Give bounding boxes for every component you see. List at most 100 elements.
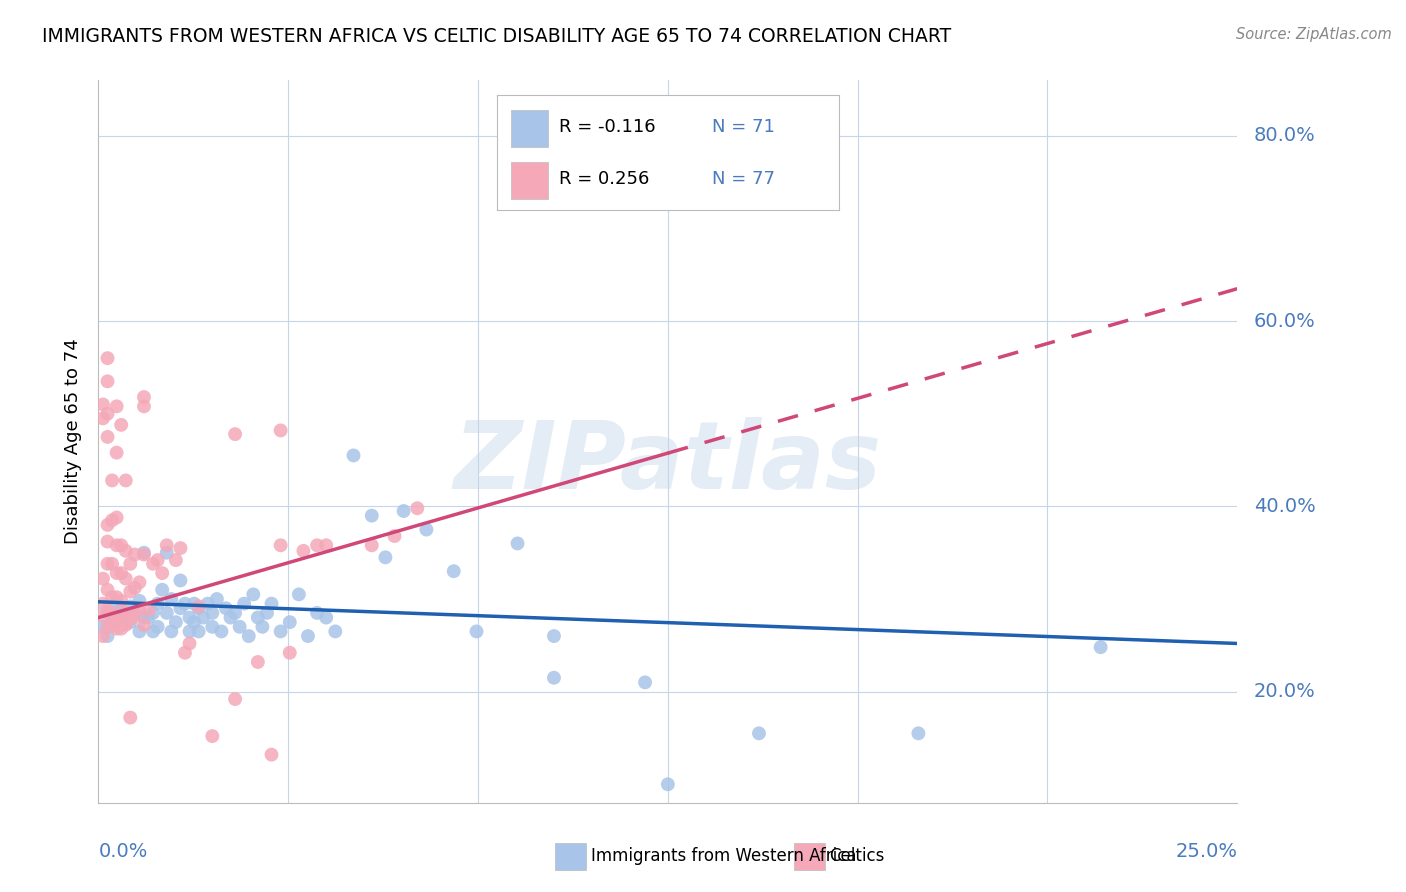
Point	[278, 646, 301, 660]
Point	[169, 541, 191, 555]
Point	[110, 566, 132, 580]
Point	[110, 594, 132, 608]
Point	[165, 553, 187, 567]
Point	[101, 606, 124, 620]
Point	[105, 538, 128, 552]
Point	[169, 601, 191, 615]
Point	[270, 538, 292, 552]
Point	[246, 655, 269, 669]
Point	[101, 615, 124, 630]
Point	[105, 622, 128, 636]
Point	[228, 620, 250, 634]
Point	[96, 351, 118, 366]
Point	[120, 615, 142, 630]
Point	[307, 606, 329, 620]
Point	[543, 671, 565, 685]
Text: Immigrants from Western Africa: Immigrants from Western Africa	[591, 847, 856, 865]
Point	[96, 534, 118, 549]
Point	[105, 610, 128, 624]
Point	[657, 777, 679, 791]
Point	[105, 400, 128, 414]
Point	[233, 597, 256, 611]
Point	[187, 601, 209, 615]
Point	[224, 692, 246, 706]
Text: IMMIGRANTS FROM WESTERN AFRICA VS CELTIC DISABILITY AGE 65 TO 74 CORRELATION CHA: IMMIGRANTS FROM WESTERN AFRICA VS CELTIC…	[42, 27, 952, 45]
Point	[96, 430, 118, 444]
Point	[96, 582, 118, 597]
Point	[142, 557, 165, 571]
Point	[105, 510, 128, 524]
Point	[114, 618, 136, 632]
Point	[342, 449, 364, 463]
Point	[114, 544, 136, 558]
Text: 60.0%: 60.0%	[1254, 311, 1316, 331]
Point	[110, 608, 132, 623]
Point	[201, 606, 224, 620]
Point	[96, 629, 118, 643]
Point	[415, 523, 437, 537]
Point	[278, 615, 301, 630]
Point	[201, 729, 224, 743]
Point	[205, 592, 228, 607]
Text: Source: ZipAtlas.com: Source: ZipAtlas.com	[1236, 27, 1392, 42]
Point	[110, 622, 132, 636]
Point	[183, 615, 205, 630]
Point	[160, 592, 183, 607]
Point	[197, 597, 219, 611]
Point	[105, 445, 128, 459]
Point	[142, 624, 165, 639]
Point	[256, 606, 278, 620]
Point	[187, 624, 209, 639]
Text: 25.0%: 25.0%	[1175, 842, 1237, 861]
Point	[224, 427, 246, 442]
Point	[146, 597, 169, 611]
Point	[907, 726, 929, 740]
Text: Celtics: Celtics	[830, 847, 884, 865]
Point	[91, 597, 114, 611]
Point	[292, 544, 315, 558]
Point	[132, 548, 155, 562]
Point	[128, 624, 150, 639]
Point	[384, 529, 406, 543]
Point	[138, 610, 160, 624]
Point	[238, 629, 260, 643]
Point	[183, 597, 205, 611]
Point	[246, 610, 269, 624]
Point	[96, 517, 118, 532]
Y-axis label: Disability Age 65 to 74: Disability Age 65 to 74	[63, 339, 82, 544]
Point	[169, 574, 191, 588]
Point	[156, 538, 179, 552]
Point	[160, 624, 183, 639]
Point	[260, 597, 283, 611]
Point	[132, 546, 155, 560]
Point	[128, 575, 150, 590]
Point	[132, 390, 155, 404]
Point	[128, 594, 150, 608]
Point	[120, 584, 142, 599]
Point	[360, 508, 382, 523]
Point	[156, 546, 179, 560]
Point	[114, 474, 136, 488]
Point	[120, 557, 142, 571]
Point	[297, 629, 319, 643]
Point	[120, 612, 142, 626]
Point	[110, 603, 132, 617]
Point	[91, 572, 114, 586]
Point	[323, 624, 346, 639]
Point	[114, 606, 136, 620]
Point	[543, 629, 565, 643]
Point	[91, 620, 114, 634]
Point	[252, 620, 274, 634]
Point	[179, 610, 201, 624]
Point	[187, 599, 209, 614]
Point	[288, 587, 311, 601]
Point	[179, 636, 201, 650]
Point	[307, 538, 329, 552]
Point	[101, 618, 124, 632]
Point	[270, 624, 292, 639]
Point	[124, 608, 146, 623]
Point	[124, 606, 146, 620]
Point	[101, 513, 124, 527]
Point	[150, 582, 173, 597]
Point	[96, 620, 118, 634]
